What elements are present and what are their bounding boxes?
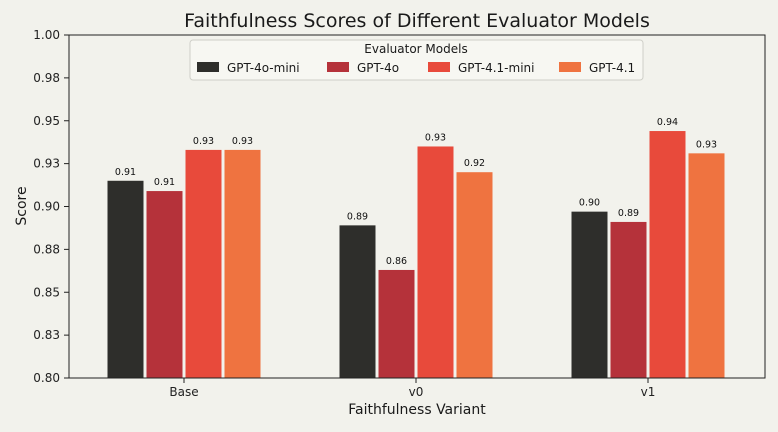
bar-value-label: 0.91 <box>115 167 136 178</box>
bar-gpt-4o-mini-base <box>107 180 144 378</box>
bar-value-label: 0.93 <box>425 132 446 143</box>
legend: Evaluator Models GPT-4o-mini GPT-4o GPT-4.… <box>189 39 644 81</box>
bar-value-label: 0.89 <box>618 208 639 219</box>
legend-swatch <box>327 62 349 72</box>
x-tick-label: Base <box>169 385 198 399</box>
bar-gpt-4-1-v0 <box>456 172 493 378</box>
y-tick-label: 0.90 <box>33 200 60 214</box>
legend-entry-label: GPT-4.1 <box>589 61 635 75</box>
legend-entry-label: GPT-4.1-mini <box>458 61 534 75</box>
y-tick-label: 0.80 <box>33 371 60 385</box>
bar-value-label: 0.93 <box>193 136 214 147</box>
chart-title: Faithfulness Scores of Different Evaluat… <box>184 10 650 32</box>
y-axis-title: Score <box>14 186 30 225</box>
y-tick-label: 0.83 <box>33 328 60 342</box>
plot-frame <box>68 34 766 379</box>
y-axis-ticks: 0.80 0.83 0.85 0.88 0.90 0.93 0.95 0.98 1.00 <box>33 28 69 385</box>
bar-gpt-4-1-mini-v0 <box>417 146 454 378</box>
y-tick-label: 0.98 <box>33 71 60 85</box>
bar-gpt-4o-v0 <box>378 269 415 378</box>
x-axis-title: Faithfulness Variant <box>348 402 486 418</box>
y-tick-label: 0.88 <box>33 242 60 256</box>
legend-title: Evaluator Models <box>364 42 467 56</box>
legend-box <box>189 39 644 81</box>
bar-value-label: 0.91 <box>154 177 175 188</box>
bars-group: 0.91 0.91 0.93 0.93 0.89 0.86 0.93 0.92 0.90 0.89… <box>107 117 725 378</box>
bar-gpt-4o-mini-v0 <box>339 225 376 378</box>
legend-swatch <box>197 62 219 72</box>
legend-entry-label: GPT-4o <box>357 61 399 75</box>
bar-value-label: 0.92 <box>464 158 485 169</box>
x-axis-ticks: Base v0 v1 <box>169 378 655 399</box>
bar-gpt-4o-mini-v1 <box>571 211 608 378</box>
bar-value-label: 0.90 <box>579 198 600 209</box>
bar-value-label: 0.89 <box>347 211 368 222</box>
y-tick-label: 1.00 <box>33 28 60 42</box>
legend-entry-label: GPT-4o-mini <box>227 61 300 75</box>
x-tick-label: v0 <box>409 385 424 399</box>
bar-value-label: 0.86 <box>386 256 407 267</box>
bar-value-label: 0.94 <box>657 117 678 128</box>
bar-gpt-4o-base <box>146 191 183 378</box>
y-tick-label: 0.93 <box>33 157 60 171</box>
legend-swatch <box>428 62 450 72</box>
bar-gpt-4-1-mini-v1 <box>649 131 686 378</box>
x-tick-label: v1 <box>641 385 656 399</box>
legend-swatch <box>559 62 581 72</box>
y-tick-label: 0.85 <box>33 285 60 299</box>
bar-value-label: 0.93 <box>232 136 253 147</box>
bar-gpt-4-1-mini-base <box>185 149 222 378</box>
bar-gpt-4o-v1 <box>610 221 647 378</box>
bar-value-label: 0.93 <box>696 139 717 150</box>
bar-gpt-4-1-v1 <box>688 153 725 378</box>
y-tick-label: 0.95 <box>33 114 60 128</box>
bar-gpt-4-1-base <box>224 149 261 378</box>
